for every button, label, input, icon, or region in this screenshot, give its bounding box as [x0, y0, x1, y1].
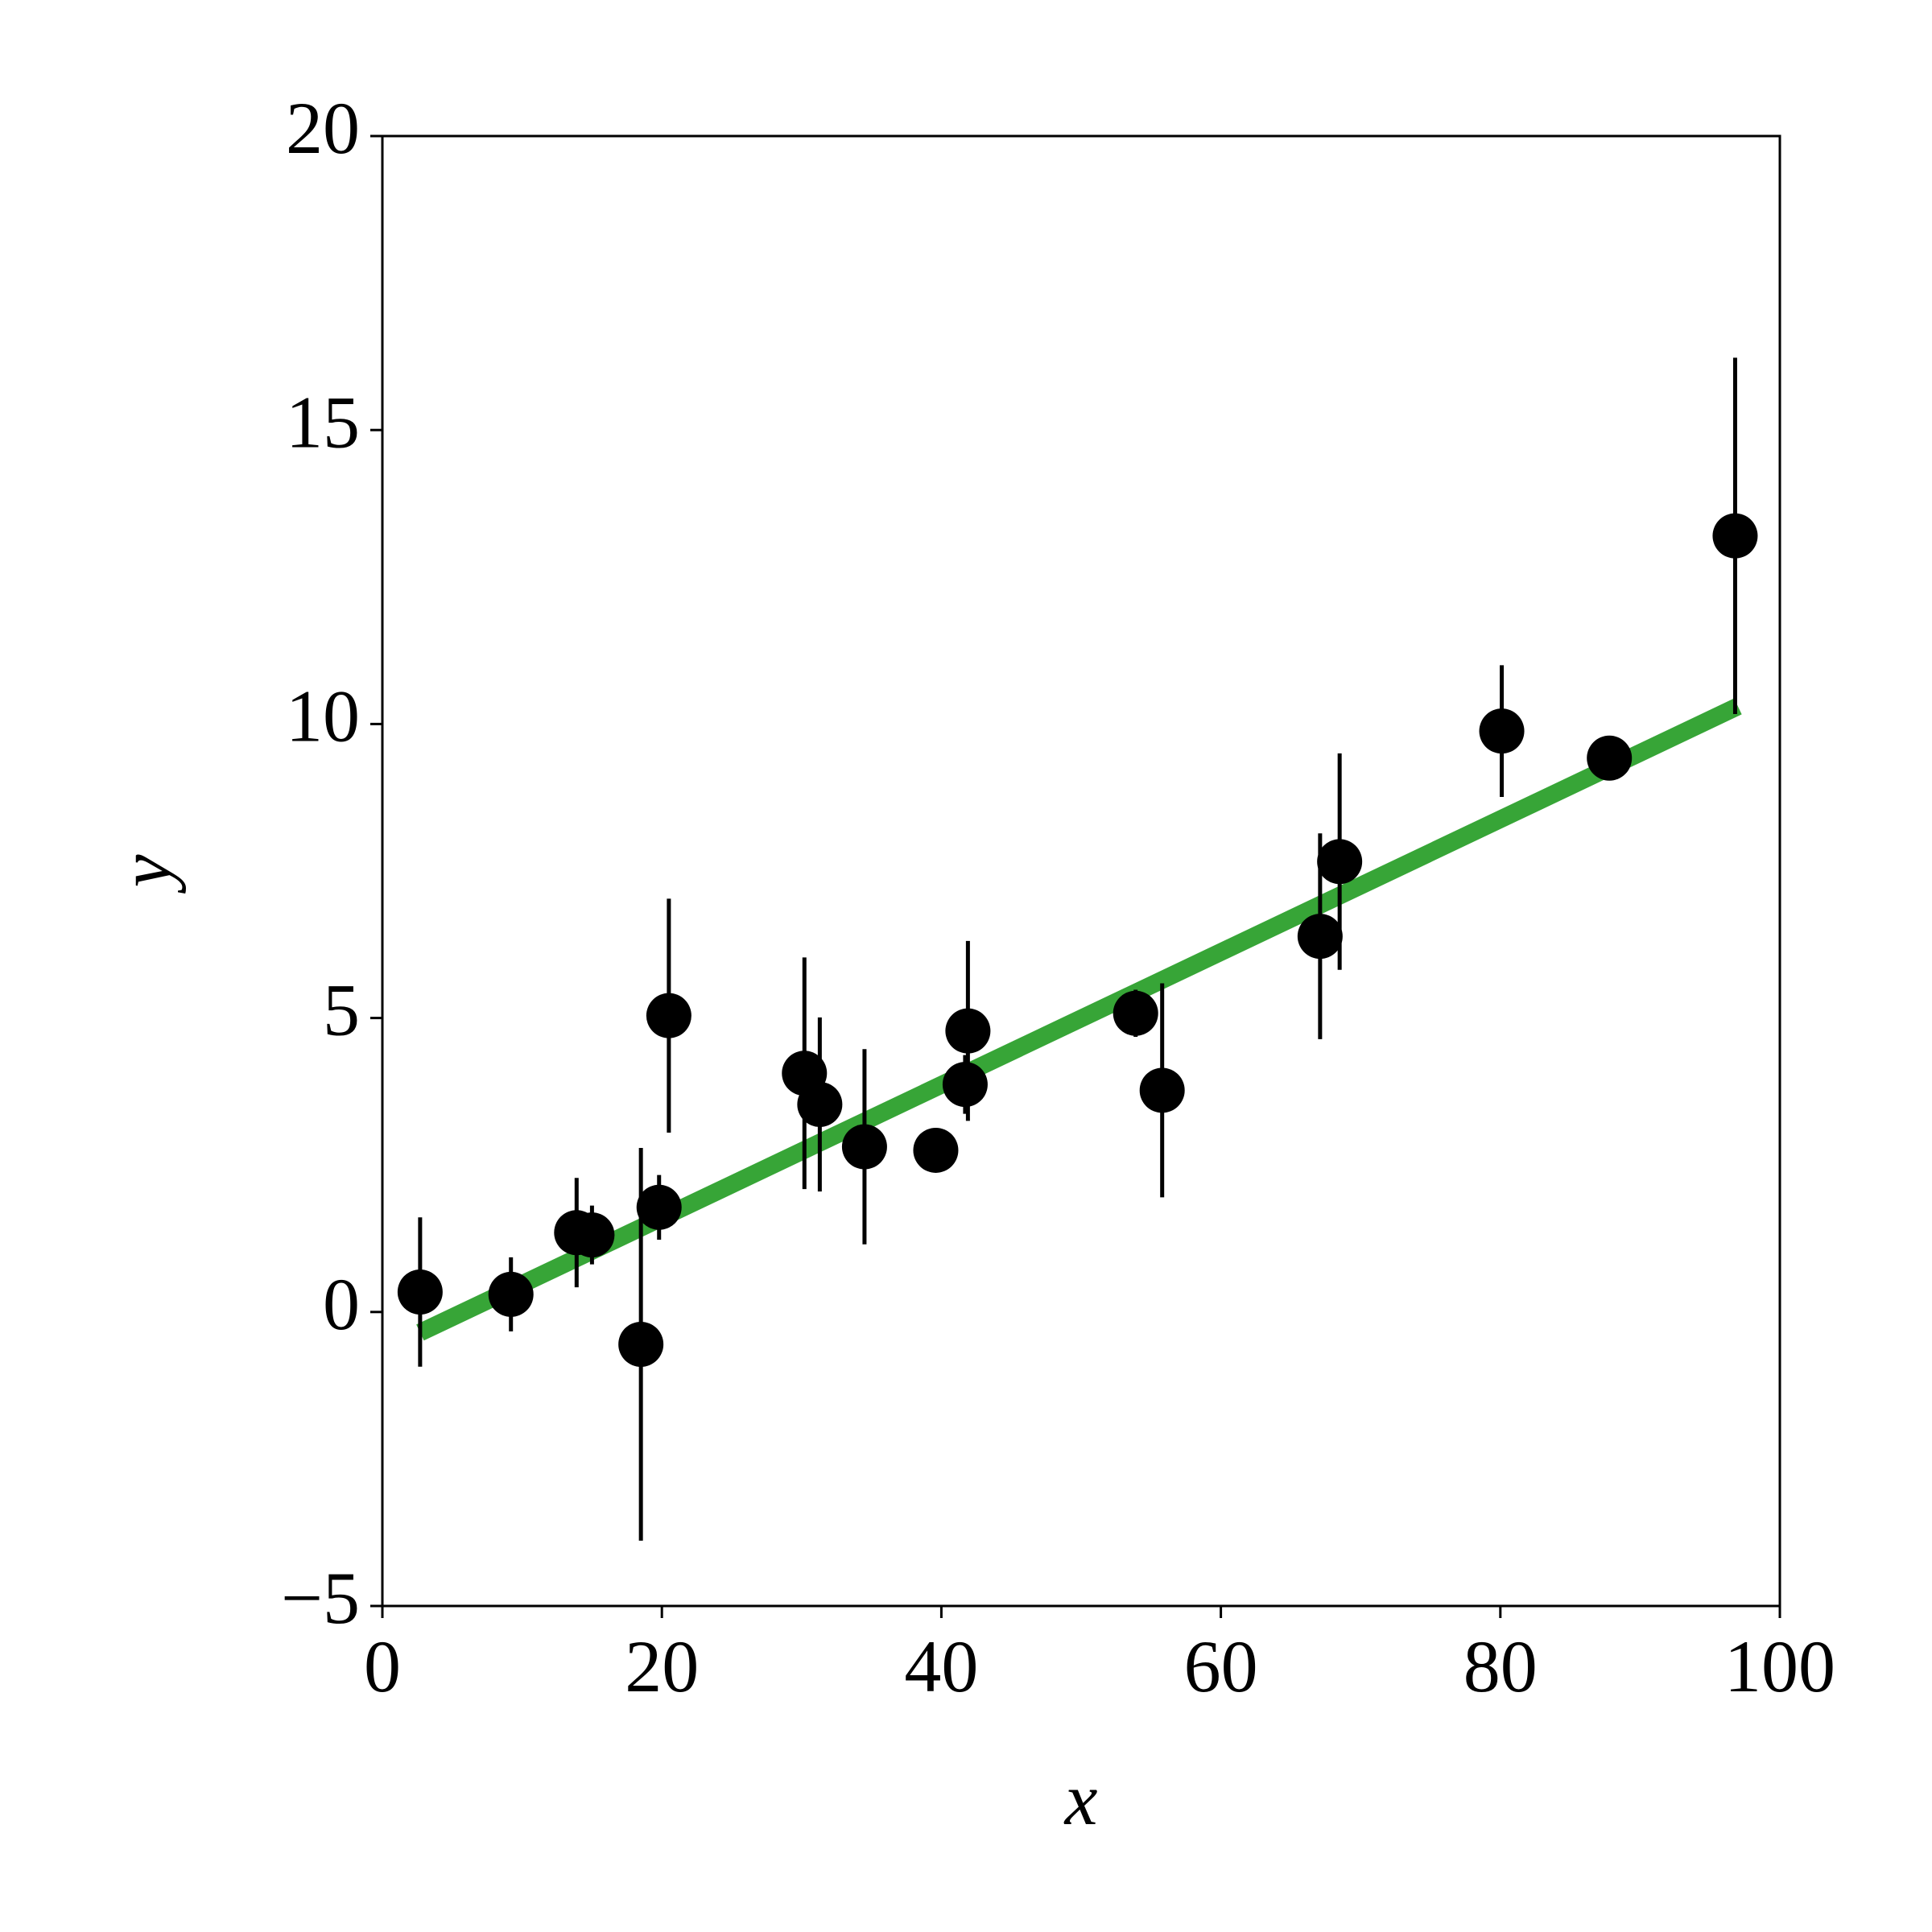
- data-point: [618, 1321, 664, 1367]
- y-tick-label: 15: [286, 381, 360, 463]
- fit-line: [416, 698, 1742, 1341]
- data-point: [1113, 990, 1158, 1036]
- y-tick-label: 20: [286, 87, 360, 169]
- data-point: [1587, 735, 1633, 781]
- x-axis-label: x: [1063, 1758, 1098, 1840]
- data-point: [636, 1184, 682, 1230]
- y-tick-label: 10: [286, 675, 360, 758]
- data-point: [841, 1124, 887, 1170]
- x-tick-label: 0: [364, 1625, 401, 1707]
- y-tick-label: −5: [281, 1557, 360, 1639]
- x-tick-label: 100: [1724, 1625, 1835, 1707]
- x-tick-label: 40: [904, 1625, 978, 1707]
- data-point: [1139, 1067, 1185, 1113]
- data-point: [1479, 708, 1525, 754]
- y-tick-label: 5: [323, 969, 360, 1051]
- plot-frame: [381, 134, 1781, 1608]
- x-tick-label: 60: [1184, 1625, 1258, 1707]
- data-point: [945, 1008, 991, 1054]
- data-point: [488, 1271, 534, 1317]
- data-point: [1317, 839, 1363, 885]
- y-axis-label: y: [104, 854, 186, 894]
- data-point: [1712, 513, 1758, 559]
- data-point: [913, 1127, 959, 1173]
- data-point: [646, 993, 691, 1038]
- data-point: [797, 1081, 843, 1127]
- y-tick-label: 0: [323, 1263, 360, 1345]
- data-point: [1297, 914, 1343, 960]
- data-point: [942, 1062, 988, 1108]
- x-tick-label: 80: [1463, 1625, 1538, 1707]
- x-tick-label: 20: [625, 1625, 699, 1707]
- data-point: [397, 1269, 443, 1315]
- data-point: [569, 1212, 615, 1258]
